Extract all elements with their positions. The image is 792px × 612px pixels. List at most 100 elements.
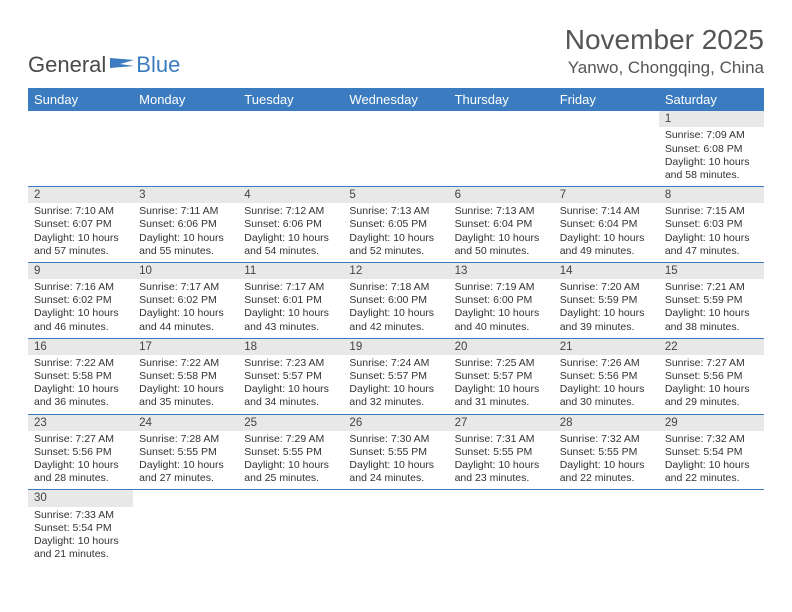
calendar-empty-cell <box>554 111 659 186</box>
calendar-empty-cell <box>238 490 343 565</box>
month-title: November 2025 <box>565 24 764 56</box>
calendar-day-cell: 17Sunrise: 7:22 AMSunset: 5:58 PMDayligh… <box>133 339 238 414</box>
sunset-text: Sunset: 5:55 PM <box>455 446 548 459</box>
sunrise-text: Sunrise: 7:09 AM <box>665 129 758 142</box>
calendar-day-cell: 6Sunrise: 7:13 AMSunset: 6:04 PMDaylight… <box>449 187 554 262</box>
sunset-text: Sunset: 6:03 PM <box>665 218 758 231</box>
calendar-week-row: 9Sunrise: 7:16 AMSunset: 6:02 PMDaylight… <box>28 263 764 339</box>
sunrise-text: Sunrise: 7:26 AM <box>560 357 653 370</box>
daylight-text: Daylight: 10 hours and 50 minutes. <box>455 232 548 258</box>
calendar-day-cell: 15Sunrise: 7:21 AMSunset: 5:59 PMDayligh… <box>659 263 764 338</box>
sunrise-text: Sunrise: 7:22 AM <box>34 357 127 370</box>
calendar-day-cell: 28Sunrise: 7:32 AMSunset: 5:55 PMDayligh… <box>554 415 659 490</box>
sunset-text: Sunset: 5:58 PM <box>139 370 232 383</box>
day-number: 15 <box>659 263 764 279</box>
sunrise-text: Sunrise: 7:18 AM <box>349 281 442 294</box>
day-number: 20 <box>449 339 554 355</box>
calendar-empty-cell <box>28 111 133 186</box>
calendar-grid: Sunday Monday Tuesday Wednesday Thursday… <box>28 88 764 565</box>
calendar-day-cell: 13Sunrise: 7:19 AMSunset: 6:00 PMDayligh… <box>449 263 554 338</box>
day-details: Sunrise: 7:18 AMSunset: 6:00 PMDaylight:… <box>343 279 448 338</box>
brand-logo: General Blue <box>28 52 180 78</box>
calendar-day-cell: 5Sunrise: 7:13 AMSunset: 6:05 PMDaylight… <box>343 187 448 262</box>
sunset-text: Sunset: 5:59 PM <box>560 294 653 307</box>
calendar-empty-cell <box>343 111 448 186</box>
sunrise-text: Sunrise: 7:14 AM <box>560 205 653 218</box>
sunset-text: Sunset: 6:08 PM <box>665 143 758 156</box>
sunset-text: Sunset: 5:56 PM <box>560 370 653 383</box>
calendar-day-cell: 3 Sunrise: 7:11 AMSunset: 6:06 PMDaylight… <box>133 187 238 262</box>
day-number: 3 <box>133 187 238 203</box>
title-block: November 2025 Yanwo, Chongqing, China <box>565 24 764 78</box>
day-details: Sunrise: 7:21 AMSunset: 5:59 PMDaylight:… <box>659 279 764 338</box>
day-details: Sunrise: 7:14 AMSunset: 6:04 PMDaylight:… <box>554 203 659 262</box>
weekday-header-row: Sunday Monday Tuesday Wednesday Thursday… <box>28 88 764 111</box>
sunrise-text: Sunrise: 7:29 AM <box>244 433 337 446</box>
sunrise-text: Sunrise: 7:24 AM <box>349 357 442 370</box>
daylight-text: Daylight: 10 hours and 58 minutes. <box>665 156 758 182</box>
daylight-text: Daylight: 10 hours and 27 minutes. <box>139 459 232 485</box>
calendar-page: General Blue November 2025 Yanwo, Chongq… <box>0 0 792 589</box>
calendar-day-cell: 16Sunrise: 7:22 AMSunset: 5:58 PMDayligh… <box>28 339 133 414</box>
day-details: Sunrise: 7:31 AMSunset: 5:55 PMDaylight:… <box>449 431 554 490</box>
calendar-day-cell: 30Sunrise: 7:33 AMSunset: 5:54 PMDayligh… <box>28 490 133 565</box>
sunrise-text: Sunrise: 7:15 AM <box>665 205 758 218</box>
daylight-text: Daylight: 10 hours and 23 minutes. <box>455 459 548 485</box>
day-number: 12 <box>343 263 448 279</box>
sunset-text: Sunset: 6:01 PM <box>244 294 337 307</box>
day-details: Sunrise: 7:22 AMSunset: 5:58 PMDaylight:… <box>28 355 133 414</box>
weekday-header: Monday <box>133 88 238 111</box>
weekday-header: Wednesday <box>343 88 448 111</box>
sunset-text: Sunset: 5:58 PM <box>34 370 127 383</box>
sunrise-text: Sunrise: 7:11 AM <box>139 205 232 218</box>
sunrise-text: Sunrise: 7:22 AM <box>139 357 232 370</box>
day-number: 19 <box>343 339 448 355</box>
day-details: Sunrise: 7:15 AMSunset: 6:03 PMDaylight:… <box>659 203 764 262</box>
day-details: Sunrise: 7:13 AMSunset: 6:05 PMDaylight:… <box>343 203 448 262</box>
brand-name-1: General <box>28 52 106 78</box>
day-number: 10 <box>133 263 238 279</box>
flag-icon <box>110 52 136 78</box>
day-number: 5 <box>343 187 448 203</box>
sunrise-text: Sunrise: 7:13 AM <box>349 205 442 218</box>
calendar-day-cell: 11Sunrise: 7:17 AMSunset: 6:01 PMDayligh… <box>238 263 343 338</box>
calendar-day-cell: 23Sunrise: 7:27 AMSunset: 5:56 PMDayligh… <box>28 415 133 490</box>
calendar-day-cell: 12Sunrise: 7:18 AMSunset: 6:00 PMDayligh… <box>343 263 448 338</box>
day-details: Sunrise: 7:10 AMSunset: 6:07 PMDaylight:… <box>28 203 133 262</box>
day-number: 29 <box>659 415 764 431</box>
calendar-day-cell: 2Sunrise: 7:10 AMSunset: 6:07 PMDaylight… <box>28 187 133 262</box>
day-details: Sunrise: 7:23 AMSunset: 5:57 PMDaylight:… <box>238 355 343 414</box>
location-label: Yanwo, Chongqing, China <box>565 58 764 78</box>
calendar-empty-cell <box>449 111 554 186</box>
calendar-day-cell: 7Sunrise: 7:14 AMSunset: 6:04 PMDaylight… <box>554 187 659 262</box>
daylight-text: Daylight: 10 hours and 46 minutes. <box>34 307 127 333</box>
daylight-text: Daylight: 10 hours and 36 minutes. <box>34 383 127 409</box>
sunset-text: Sunset: 6:06 PM <box>139 218 232 231</box>
calendar-empty-cell <box>659 490 764 565</box>
sunrise-text: Sunrise: 7:27 AM <box>34 433 127 446</box>
day-details: Sunrise: 7:25 AMSunset: 5:57 PMDaylight:… <box>449 355 554 414</box>
weekday-header: Tuesday <box>238 88 343 111</box>
calendar-day-cell: 18Sunrise: 7:23 AMSunset: 5:57 PMDayligh… <box>238 339 343 414</box>
day-details: Sunrise: 7:12 AMSunset: 6:06 PMDaylight:… <box>238 203 343 262</box>
day-number: 22 <box>659 339 764 355</box>
calendar-week-row: 16Sunrise: 7:22 AMSunset: 5:58 PMDayligh… <box>28 339 764 415</box>
sunrise-text: Sunrise: 7:30 AM <box>349 433 442 446</box>
sunset-text: Sunset: 5:54 PM <box>665 446 758 459</box>
day-number: 1 <box>659 111 764 127</box>
sunrise-text: Sunrise: 7:25 AM <box>455 357 548 370</box>
calendar-empty-cell <box>554 490 659 565</box>
day-details: Sunrise: 7:29 AMSunset: 5:55 PMDaylight:… <box>238 431 343 490</box>
day-number: 27 <box>449 415 554 431</box>
sunset-text: Sunset: 5:55 PM <box>349 446 442 459</box>
sunrise-text: Sunrise: 7:33 AM <box>34 509 127 522</box>
daylight-text: Daylight: 10 hours and 39 minutes. <box>560 307 653 333</box>
calendar-day-cell: 25Sunrise: 7:29 AMSunset: 5:55 PMDayligh… <box>238 415 343 490</box>
daylight-text: Daylight: 10 hours and 32 minutes. <box>349 383 442 409</box>
sunrise-text: Sunrise: 7:12 AM <box>244 205 337 218</box>
sunset-text: Sunset: 5:54 PM <box>34 522 127 535</box>
day-number: 6 <box>449 187 554 203</box>
sunrise-text: Sunrise: 7:32 AM <box>665 433 758 446</box>
sunset-text: Sunset: 6:04 PM <box>560 218 653 231</box>
daylight-text: Daylight: 10 hours and 55 minutes. <box>139 232 232 258</box>
